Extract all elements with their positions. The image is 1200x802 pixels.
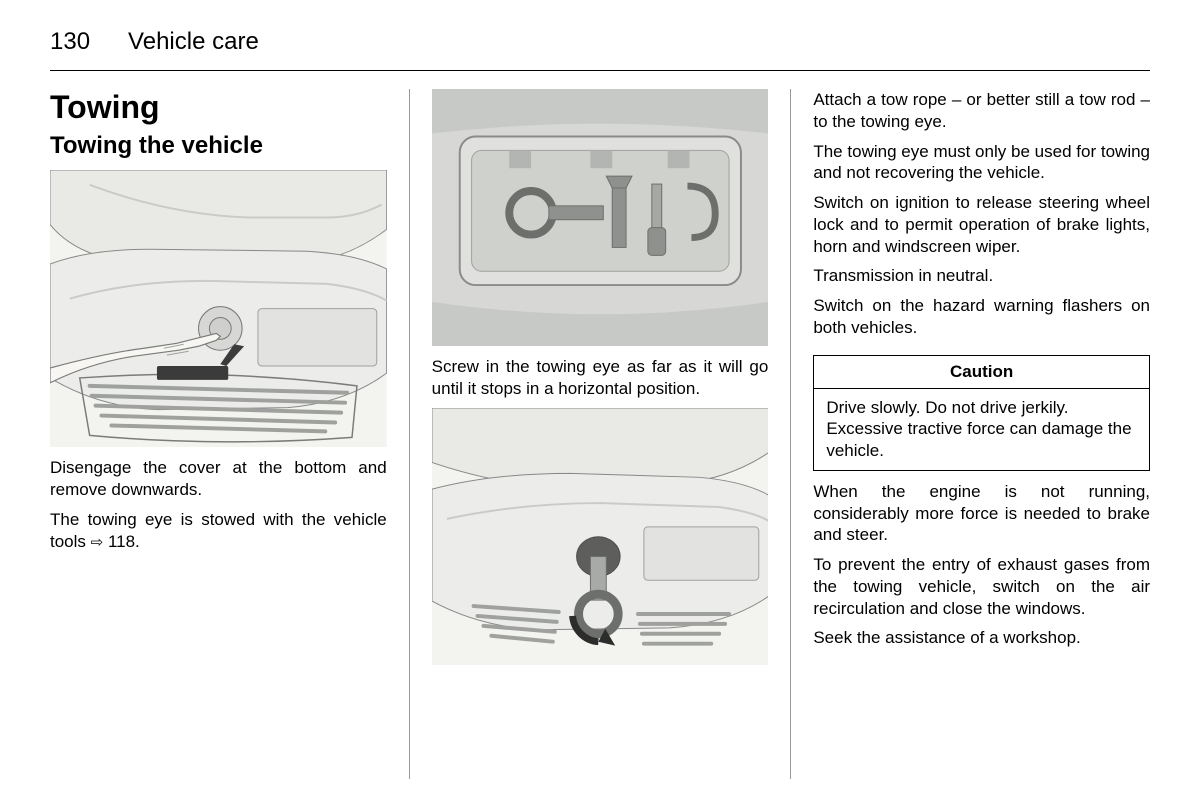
paragraph: Switch on the hazard warning flashers on… bbox=[813, 295, 1150, 339]
chapter-title: Vehicle care bbox=[128, 28, 259, 56]
subsection-heading: Towing the vehicle bbox=[50, 132, 387, 160]
caution-title: Caution bbox=[814, 356, 1149, 389]
caution-body: Drive slowly. Do not drive jerkily. Exce… bbox=[814, 389, 1149, 470]
paragraph: Disengage the cover at the bottom and re… bbox=[50, 457, 387, 501]
paragraph: Attach a tow rope – or better still a to… bbox=[813, 89, 1150, 133]
caution-box: Caution Drive slowly. Do not drive jerki… bbox=[813, 355, 1150, 471]
reference-icon: ⇨ bbox=[91, 533, 104, 552]
paragraph: To prevent the entry of exhaust gases fr… bbox=[813, 554, 1150, 619]
column-separator bbox=[409, 89, 410, 779]
paragraph: The towing eye is stowed with the vehicl… bbox=[50, 509, 387, 553]
paragraph: Switch on ignition to release steering w… bbox=[813, 192, 1150, 257]
column-1: Towing Towing the vehicle bbox=[50, 89, 405, 779]
column-2: Screw in the towing eye as far as it wil… bbox=[414, 89, 787, 779]
paragraph: Screw in the towing eye as far as it wil… bbox=[432, 356, 769, 400]
figure-bumper-cover bbox=[50, 170, 387, 447]
column-separator bbox=[790, 89, 791, 779]
paragraph: When the engine is not running, consider… bbox=[813, 481, 1150, 546]
page-number: 130 bbox=[50, 28, 90, 56]
reference-number: 118. bbox=[108, 532, 140, 551]
figure-towing-eye-installed bbox=[432, 408, 769, 665]
page-header: 130 Vehicle care bbox=[50, 28, 1150, 71]
section-heading: Towing bbox=[50, 89, 387, 126]
column-3: Attach a tow rope – or better still a to… bbox=[795, 89, 1150, 779]
paragraph: Transmission in neutral. bbox=[813, 265, 1150, 287]
figure-tool-compartment bbox=[432, 89, 769, 346]
content-columns: Towing Towing the vehicle bbox=[50, 89, 1150, 779]
paragraph: The towing eye must only be used for tow… bbox=[813, 141, 1150, 185]
paragraph: Seek the assistance of a workshop. bbox=[813, 627, 1150, 649]
